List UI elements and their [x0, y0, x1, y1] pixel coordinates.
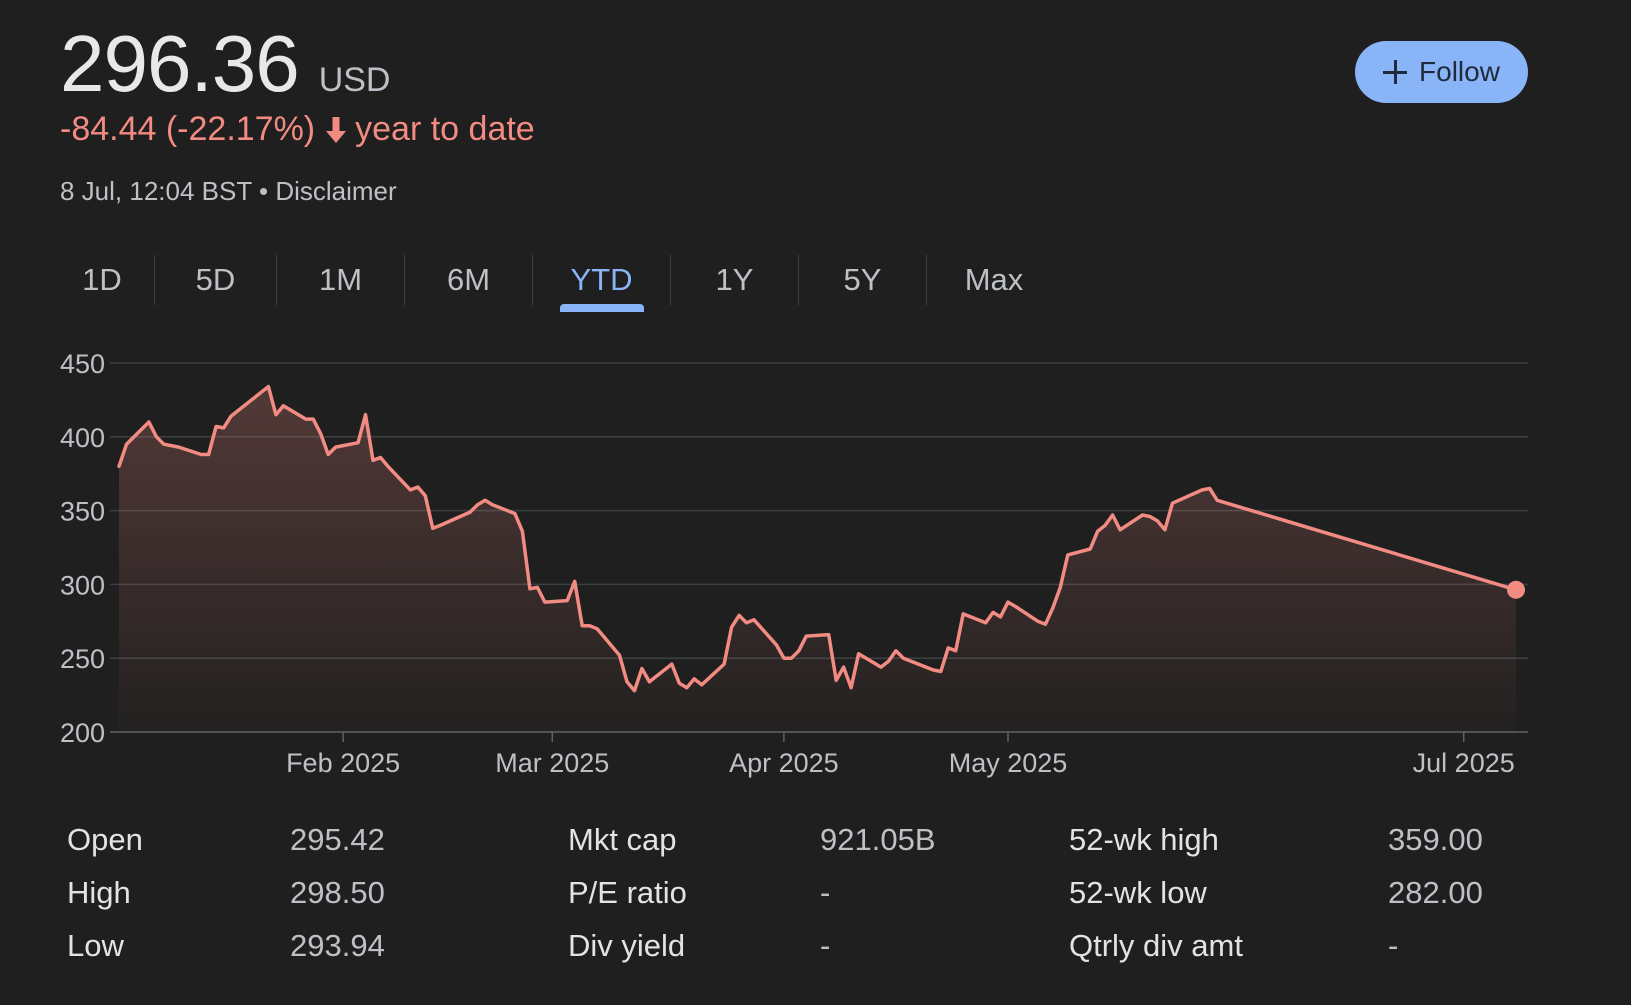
stat-value: -	[820, 875, 831, 910]
y-tick-label: 300	[60, 570, 105, 600]
stat-value: 295.42	[290, 822, 385, 857]
range-tabs: 1D 5D 1M 6M YTD 1Y 5Y Max	[50, 250, 1061, 310]
stat-value: 293.94	[290, 928, 385, 963]
stats-grid: Open 295.42 High 298.50 Low 293.94 Mkt cap 921.…	[0, 822, 1631, 992]
x-tick-label: Feb 2025	[286, 748, 400, 778]
y-tick-label: 450	[60, 349, 105, 379]
tab-divider	[670, 255, 671, 305]
x-tick-label: May 2025	[949, 748, 1068, 778]
tab-divider	[798, 255, 799, 305]
stat-label: High	[67, 875, 131, 910]
x-tick-label: Apr 2025	[729, 748, 839, 778]
tab-label: 5D	[195, 262, 236, 297]
stat-label: Mkt cap	[568, 822, 677, 857]
tab-divider	[154, 255, 155, 305]
tab-label: YTD	[570, 262, 633, 297]
stat-label: Div yield	[568, 928, 686, 963]
y-tick-label: 200	[60, 718, 105, 748]
stat-value: 921.05B	[820, 822, 936, 857]
tab-5d[interactable]: 5D	[155, 250, 276, 310]
stat-value: 359.00	[1388, 822, 1483, 857]
stat-value: -	[1388, 928, 1399, 963]
stat-label: Open	[67, 822, 143, 857]
price-line	[117, 384, 1518, 693]
tab-1d[interactable]: 1D	[50, 250, 154, 310]
stat-value: 298.50	[290, 875, 385, 910]
tab-divider	[926, 255, 927, 305]
tab-label: 6M	[446, 262, 491, 297]
tab-label: 5Y	[843, 262, 882, 297]
tab-label: 1Y	[715, 262, 754, 297]
price-change: -84.44 (-22.17%)	[60, 110, 316, 148]
price-area	[119, 386, 1516, 732]
currency-label: USD	[318, 61, 391, 99]
tab-divider	[276, 255, 277, 305]
y-tick-label: 350	[60, 497, 105, 527]
tab-label: Max	[964, 262, 1024, 297]
follow-label: Follow	[1419, 56, 1500, 87]
price-row: 296.36 USD	[60, 18, 390, 110]
disclaimer-link[interactable]: Disclaimer	[275, 176, 397, 206]
x-tick-label: Jul 2025	[1413, 748, 1515, 778]
y-tick-label: 250	[60, 644, 105, 674]
plus-icon	[1383, 60, 1408, 84]
y-tick-label: 400	[60, 423, 105, 453]
tab-max[interactable]: Max	[927, 250, 1061, 310]
tab-ytd[interactable]: YTD	[533, 250, 670, 310]
stat-value: 282.00	[1388, 875, 1483, 910]
stat-label: 52-wk low	[1069, 875, 1207, 910]
follow-button[interactable]: Follow	[1355, 41, 1528, 103]
stat-label: Qtrly div amt	[1069, 928, 1243, 963]
stat-label: P/E ratio	[568, 875, 687, 910]
current-price-dot	[1507, 580, 1525, 599]
stat-label: 52-wk high	[1069, 822, 1219, 857]
tab-1y[interactable]: 1Y	[671, 250, 798, 310]
stat-label: Low	[67, 928, 124, 963]
arrow-down-icon	[325, 115, 347, 145]
change-period: year to date	[355, 110, 535, 148]
quote-meta: 8 Jul, 12:04 BST • Disclaimer	[60, 176, 397, 207]
meta-separator: •	[258, 176, 269, 206]
quote-timestamp: 8 Jul, 12:04 BST	[60, 176, 252, 206]
tab-1m[interactable]: 1M	[277, 250, 404, 310]
stat-value: -	[820, 928, 831, 963]
tab-6m[interactable]: 6M	[405, 250, 532, 310]
price-chart[interactable]: 450 400 350 300 250 200 Feb 2025 Mar 2025 Apr 20…	[0, 330, 1631, 790]
current-price: 296.36	[60, 19, 300, 108]
tab-5y[interactable]: 5Y	[799, 250, 926, 310]
tab-label: 1M	[318, 262, 363, 297]
tab-label: 1D	[82, 262, 122, 297]
x-tick-label: Mar 2025	[495, 748, 609, 778]
tab-divider	[404, 255, 405, 305]
change-row: -84.44 (-22.17%) year to date	[60, 110, 535, 149]
